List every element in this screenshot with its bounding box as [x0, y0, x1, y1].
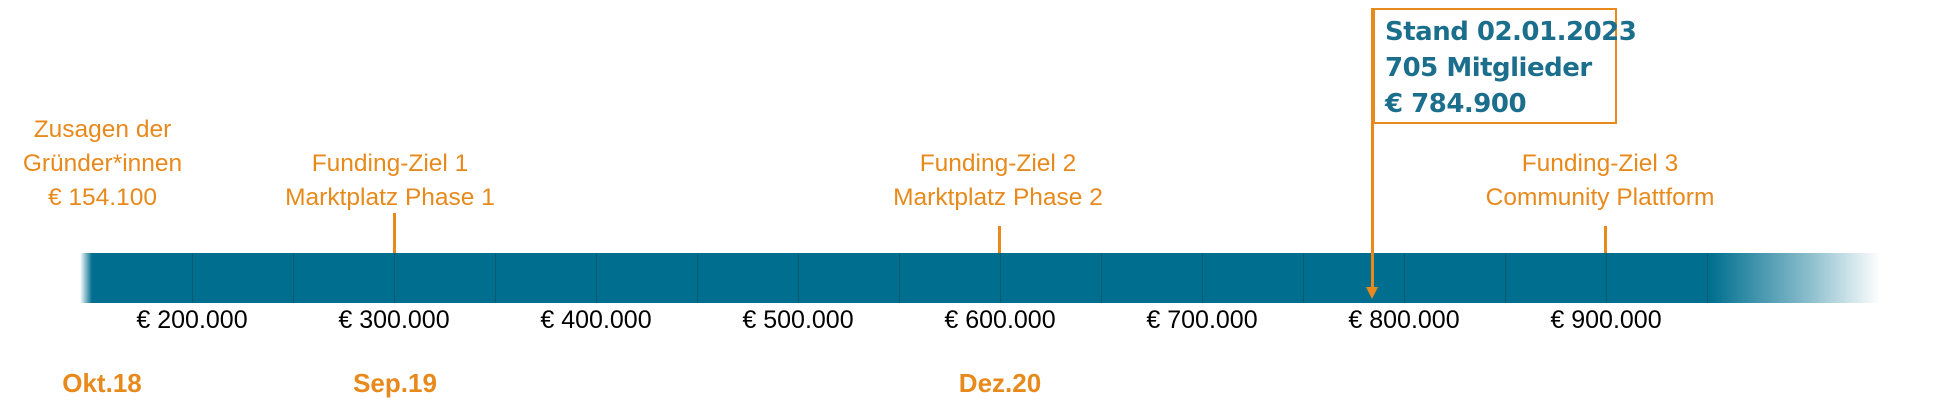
bar-segment-divider: [192, 253, 193, 303]
start-label: Zusagen der Gründer*innen € 154.100: [0, 113, 205, 215]
bar-segment-divider: [1000, 253, 1001, 303]
amount-label: € 400.000: [540, 306, 651, 335]
funding-goal-1-subtitle: Marktplatz Phase 1: [250, 181, 530, 215]
bar-segment-divider: [899, 253, 900, 303]
status-date: Stand 02.01.2023: [1385, 14, 1605, 50]
start-label-line-2: Gründer*innen: [0, 147, 205, 181]
amount-label: € 600.000: [944, 306, 1055, 335]
funding-goal-1-label: Funding-Ziel 1 Marktplatz Phase 1: [250, 147, 530, 215]
bar-segment-divider: [1707, 253, 1708, 303]
amount-label: € 300.000: [338, 306, 449, 335]
amount-label: € 500.000: [742, 306, 853, 335]
status-callout: Stand 02.01.2023 705 Mitglieder € 784.90…: [1373, 8, 1617, 124]
bar-segment-divider: [1303, 253, 1304, 303]
bar-segment-divider: [1101, 253, 1102, 303]
bar-segment-divider: [697, 253, 698, 303]
funding-goal-2-subtitle: Marktplatz Phase 2: [858, 181, 1138, 215]
status-amount: € 784.900: [1385, 86, 1605, 122]
bar-segment-divider: [293, 253, 294, 303]
funding-goal-3-title: Funding-Ziel 3: [1460, 147, 1740, 181]
start-label-line-3: € 154.100: [0, 181, 205, 215]
bar-segment-divider: [1505, 253, 1506, 303]
date-label: Sep.19: [353, 368, 437, 399]
funding-goal-3-subtitle: Community Plattform: [1460, 181, 1740, 215]
date-label: Okt.18: [62, 368, 142, 399]
funding-goal-1-title: Funding-Ziel 1: [250, 147, 530, 181]
status-members: 705 Mitglieder: [1385, 50, 1605, 86]
amount-label: € 700.000: [1146, 306, 1257, 335]
bar-segment-divider: [1404, 253, 1405, 303]
bar-segment-divider: [394, 253, 395, 303]
amount-label: € 200.000: [136, 306, 247, 335]
funding-progress-bar: [80, 253, 1880, 303]
bar-segment-divider: [1606, 253, 1607, 303]
funding-goal-3-label: Funding-Ziel 3 Community Plattform: [1460, 147, 1740, 215]
start-label-line-1: Zusagen der: [0, 113, 205, 147]
bar-segment-divider: [1202, 253, 1203, 303]
status-arrow-icon: [1366, 287, 1378, 299]
amount-label: € 800.000: [1348, 306, 1459, 335]
amount-label: € 900.000: [1550, 306, 1661, 335]
bar-segment-divider: [798, 253, 799, 303]
bar-segment-divider: [596, 253, 597, 303]
funding-goal-2-label: Funding-Ziel 2 Marktplatz Phase 2: [858, 147, 1138, 215]
funding-goal-2-title: Funding-Ziel 2: [858, 147, 1138, 181]
date-label: Dez.20: [959, 368, 1041, 399]
bar-segment-divider: [495, 253, 496, 303]
